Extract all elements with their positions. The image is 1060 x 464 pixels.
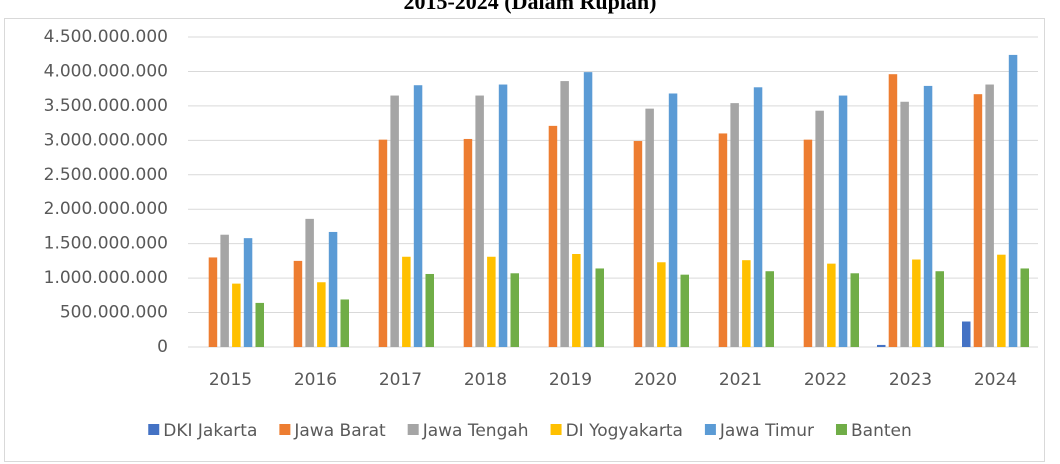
y-tick-label: 1.500.000.000 xyxy=(44,234,168,254)
bar xyxy=(985,84,994,348)
y-tick-label: 2.000.000.000 xyxy=(44,199,168,219)
bar xyxy=(208,257,218,347)
x-tick-label: 2024 xyxy=(974,370,1017,390)
bar xyxy=(560,81,569,347)
bar xyxy=(232,283,241,347)
y-tick-label: 3.000.000.000 xyxy=(44,130,168,150)
legend-label: Jawa Tengah xyxy=(422,421,529,441)
bar xyxy=(765,271,774,347)
bar xyxy=(645,108,654,348)
bar xyxy=(997,254,1006,347)
x-tick-label: 2020 xyxy=(634,370,677,390)
y-tick-label: 4.000.000.000 xyxy=(44,61,168,81)
legend-swatch xyxy=(550,424,562,435)
legend-swatch xyxy=(407,424,419,435)
bar xyxy=(962,321,971,347)
bar xyxy=(328,231,338,347)
bar xyxy=(657,262,666,347)
x-tick-label: 2021 xyxy=(719,370,762,390)
legend-label: Jawa Timur xyxy=(719,421,814,441)
bar xyxy=(633,141,643,347)
bar xyxy=(583,72,593,347)
bar xyxy=(340,299,349,347)
y-tick-label: 0 xyxy=(157,337,168,357)
legend-label: Banten xyxy=(851,421,912,441)
y-tick-label: 3.500.000.000 xyxy=(44,96,168,116)
bar xyxy=(572,254,581,347)
legend-swatch xyxy=(704,424,716,435)
bar xyxy=(220,234,229,347)
bar xyxy=(815,110,824,347)
y-tick-label: 2.500.000.000 xyxy=(44,165,168,185)
bar xyxy=(912,259,921,347)
y-tick-label: 500.000.000 xyxy=(60,303,168,323)
bar xyxy=(935,271,944,347)
bar xyxy=(487,256,496,347)
x-tick-label: 2016 xyxy=(294,370,337,390)
bar xyxy=(510,273,519,347)
bar xyxy=(463,138,473,347)
x-tick-label: 2015 xyxy=(209,370,252,390)
bar xyxy=(1020,268,1029,347)
bar xyxy=(680,274,689,347)
bar xyxy=(548,125,558,347)
y-tick-label: 4.500.000.000 xyxy=(44,27,168,47)
bar xyxy=(923,85,933,348)
bar xyxy=(378,139,388,347)
bar xyxy=(317,282,326,347)
bar xyxy=(243,238,253,347)
bar xyxy=(888,74,898,347)
bar xyxy=(753,87,763,348)
x-tick-label: 2017 xyxy=(379,370,422,390)
bar xyxy=(425,273,434,347)
legend-label: DKI Jakarta xyxy=(163,421,257,441)
y-tick-label: 1.000.000.000 xyxy=(44,268,168,288)
legend-swatch xyxy=(835,424,847,435)
bar xyxy=(293,260,303,347)
chart-border xyxy=(4,18,1045,462)
bar xyxy=(1008,54,1018,348)
bar xyxy=(475,95,484,347)
bar xyxy=(742,260,751,347)
x-tick-label: 2019 xyxy=(549,370,592,390)
bar xyxy=(390,95,399,347)
bar xyxy=(850,273,859,347)
legend-swatch xyxy=(148,424,160,435)
legend-label: DI Yogyakarta xyxy=(566,421,683,441)
bar xyxy=(838,95,848,347)
bar xyxy=(973,94,983,347)
bar xyxy=(877,344,886,347)
bar xyxy=(305,218,314,347)
bar xyxy=(900,101,909,347)
bar xyxy=(730,103,739,347)
x-tick-label: 2023 xyxy=(889,370,932,390)
bar xyxy=(718,133,728,347)
bar xyxy=(413,85,423,347)
x-tick-label: 2022 xyxy=(804,370,847,390)
bar xyxy=(498,84,508,348)
chart-title: 2015-2024 (Dalam Rupiah) xyxy=(403,0,656,14)
legend-swatch xyxy=(279,424,291,435)
bar xyxy=(827,263,836,347)
x-tick-label: 2018 xyxy=(464,370,507,390)
bar xyxy=(668,93,678,347)
bar xyxy=(255,302,264,347)
bar xyxy=(595,268,604,347)
bar xyxy=(402,256,411,347)
legend-label: Jawa Barat xyxy=(293,421,386,441)
bar xyxy=(803,139,813,347)
